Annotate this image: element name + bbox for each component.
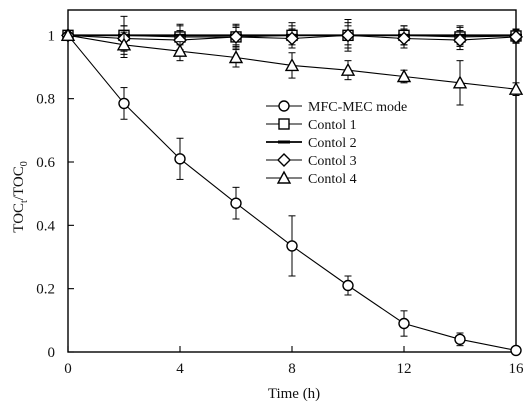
- series-1-point: [231, 198, 241, 208]
- legend-label-1: MFC-MEC mode: [308, 100, 407, 115]
- y-tick-label: 0: [48, 345, 56, 361]
- ticks-layer: 0 4 8 12 16 0 0.2 0.4 0.6 0.8 1: [36, 28, 524, 377]
- legend-marker-4: [278, 154, 290, 166]
- legend-layer: MFC-MEC mode Contol 1 Contol 2 Contol 3 Cont…: [266, 100, 407, 187]
- y-axis-label-sep: /TOC: [11, 166, 27, 200]
- x-tick-label: 16: [509, 361, 525, 377]
- legend-marker-2: [279, 119, 289, 129]
- y-axis-label-sub2: 0: [19, 161, 30, 166]
- x-tick-label: 12: [397, 361, 412, 377]
- x-tick-label: 0: [64, 361, 72, 377]
- x-tick-label: 4: [176, 361, 184, 377]
- legend-label-3: Contol 2: [308, 136, 357, 151]
- series-1-point: [455, 334, 465, 344]
- series-1-point: [399, 319, 409, 329]
- series-1-point: [287, 241, 297, 251]
- legend-label-5: Contol 4: [308, 172, 357, 187]
- legend-item-2: Contol 1: [266, 118, 357, 133]
- y-tick-label: 1: [48, 28, 56, 44]
- legend-item-1: MFC-MEC mode: [266, 100, 407, 115]
- legend-item-3: Contol 2: [266, 136, 357, 151]
- y-tick-label: 0.2: [36, 282, 55, 298]
- y-axis-label-main: TOC: [11, 203, 27, 233]
- series-layer: [62, 16, 522, 355]
- legend-label-4: Contol 3: [308, 154, 357, 169]
- series-1-point: [119, 98, 129, 108]
- series-1-point: [511, 345, 521, 355]
- y-axis-label: TOCt/TOC0: [11, 161, 30, 232]
- y-tick-label: 0.4: [36, 218, 55, 234]
- legend-item-5: Contol 4: [266, 172, 357, 187]
- series-1: [63, 30, 521, 355]
- y-tick-label: 0.6: [36, 155, 55, 171]
- x-tick-label: 8: [288, 361, 296, 377]
- legend-marker-1: [279, 101, 289, 111]
- legend-item-4: Contol 3: [266, 154, 357, 169]
- y-tick-label: 0.8: [36, 92, 55, 108]
- series-1-line: [68, 35, 516, 350]
- legend-label-2: Contol 1: [308, 118, 357, 133]
- series-1-point: [175, 154, 185, 164]
- x-axis-label: Time (h): [268, 386, 320, 402]
- series-1-point: [343, 281, 353, 291]
